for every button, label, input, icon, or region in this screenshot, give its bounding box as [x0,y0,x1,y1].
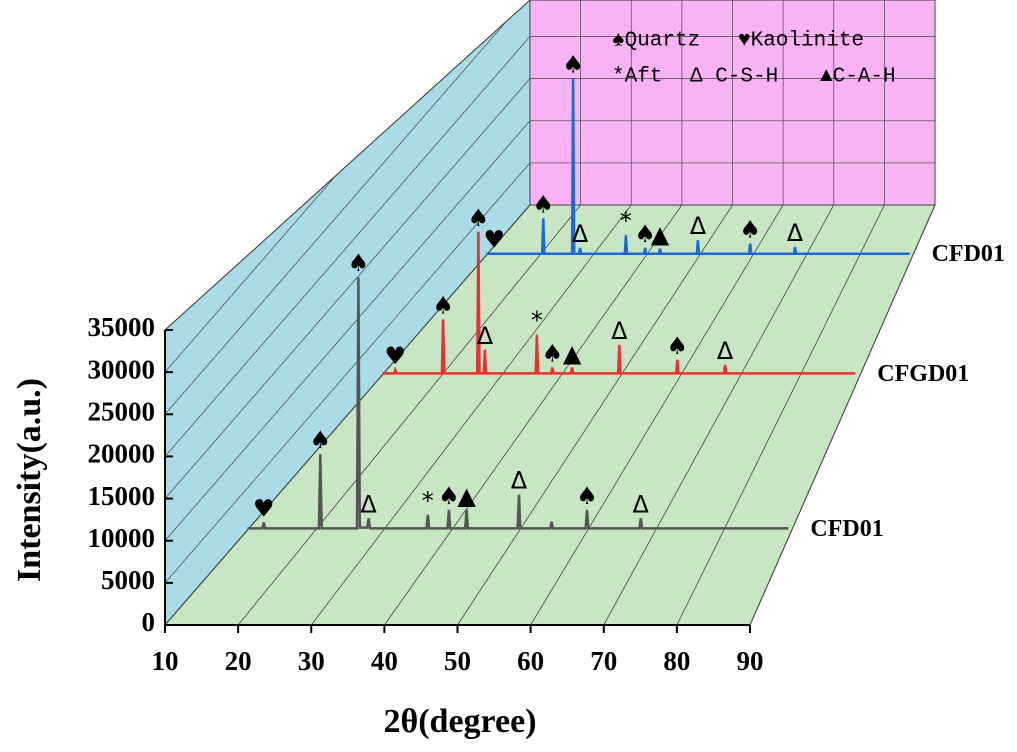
peak-label: Δ [787,219,804,247]
legend-entry: ▲C-A-H [820,66,896,89]
x-tick-label: 50 [444,646,471,676]
legend-entry: Δ C-S-H [690,66,778,89]
series-line [247,277,789,530]
peak-label: ♠ [348,249,370,277]
floor-grid-line [530,204,784,626]
series-line [486,78,910,255]
peak-label: Δ [611,317,628,345]
left-grid-line [165,0,530,415]
peak-label: ♠ [532,190,554,218]
peak-label: ♠ [310,426,332,454]
x-tick-label: 90 [737,646,764,676]
legend-entry: *Aft [612,66,662,89]
left-grid-line [165,78,530,499]
peak-label: ♠ [667,332,689,360]
floor-grid-line [603,204,835,626]
x-tick-label: 40 [371,646,398,676]
peak-label: ♠ [576,482,598,510]
y-tick-label: 15000 [88,481,156,511]
peak-label: ▲ [457,482,476,510]
left-grid-line [165,162,530,584]
peak-label: Δ [360,490,377,518]
peak-label: * [620,207,632,235]
back-wall-grid [530,0,935,205]
peak-label: Δ [572,220,589,248]
peak-label: * [531,307,543,335]
x-tick-label: 20 [225,646,252,676]
peak-label: ♥ [483,226,505,254]
legend-entry: ♠Quartz [612,30,700,53]
peak-label: ♠ [562,50,584,78]
peak-label: ♠ [542,340,564,368]
peak-label: Δ [511,467,528,495]
phase-legend: ♠Quartz ♥Kaolinite *Aft Δ C-S-H ▲C-A-H [612,30,896,89]
y-tick-label: 30000 [88,354,156,384]
x-axis-title: 2θ(degree) [383,703,536,740]
y-tick-label: 35000 [88,312,156,342]
x-tick-label: 70 [590,646,617,676]
peak-label: ♠ [438,482,460,510]
floor-grid-line [237,204,581,626]
series-line [382,231,856,375]
x-tick-label: 80 [663,646,690,676]
plot: ♥♠♠Δ * ♠▲ Δ ♠ Δ♥♠♠Δ*♠ ▲Δ♠ Δ♥♠♠Δ * ♠▲Δ♠ Δ [247,50,910,530]
peak-label: Δ [477,322,494,350]
floor-grid-line [457,204,733,626]
y-axis-title: Intensity(a.u.) [11,378,48,582]
peak-label: * [422,487,434,515]
legend-entry: ♥Kaolinite [738,30,864,53]
floor-grid-line [310,204,632,626]
left-grid-line [165,36,530,457]
peak-label: ♠ [739,216,761,244]
floor-grid-line [164,204,531,626]
peak-label: ♠ [432,291,454,319]
left-grid-line [165,120,530,541]
peak-label: ♠ [634,220,656,248]
peak-label: Δ [633,490,650,518]
peak-label: ▲ [651,221,670,249]
y-tick-label: 5000 [101,565,155,595]
floor-grid-line [676,204,885,626]
y-tick-label: 20000 [88,439,156,469]
x-tick-label: 10 [152,646,179,676]
peak-label: Δ [717,337,734,365]
peak-label: ▲ [563,340,582,368]
peak-label: ♥ [385,342,407,370]
y-tick-label: 10000 [88,523,156,553]
x-tick-label: 30 [298,646,325,676]
y-tick-label: 25000 [88,396,156,426]
peak-label: Δ [690,212,707,240]
series-label: CFGD01 [877,361,969,387]
grid [164,0,936,626]
x-tick-label: 60 [517,646,544,676]
peak-label: ♠ [468,204,490,232]
floor-grid-line [749,204,936,626]
peak-label: ♥ [253,494,275,522]
floor-grid-line [384,204,683,626]
y-tick-label: 0 [142,607,156,637]
series-label: CFD01 [932,241,1005,267]
series-label: CFD01 [810,516,883,542]
